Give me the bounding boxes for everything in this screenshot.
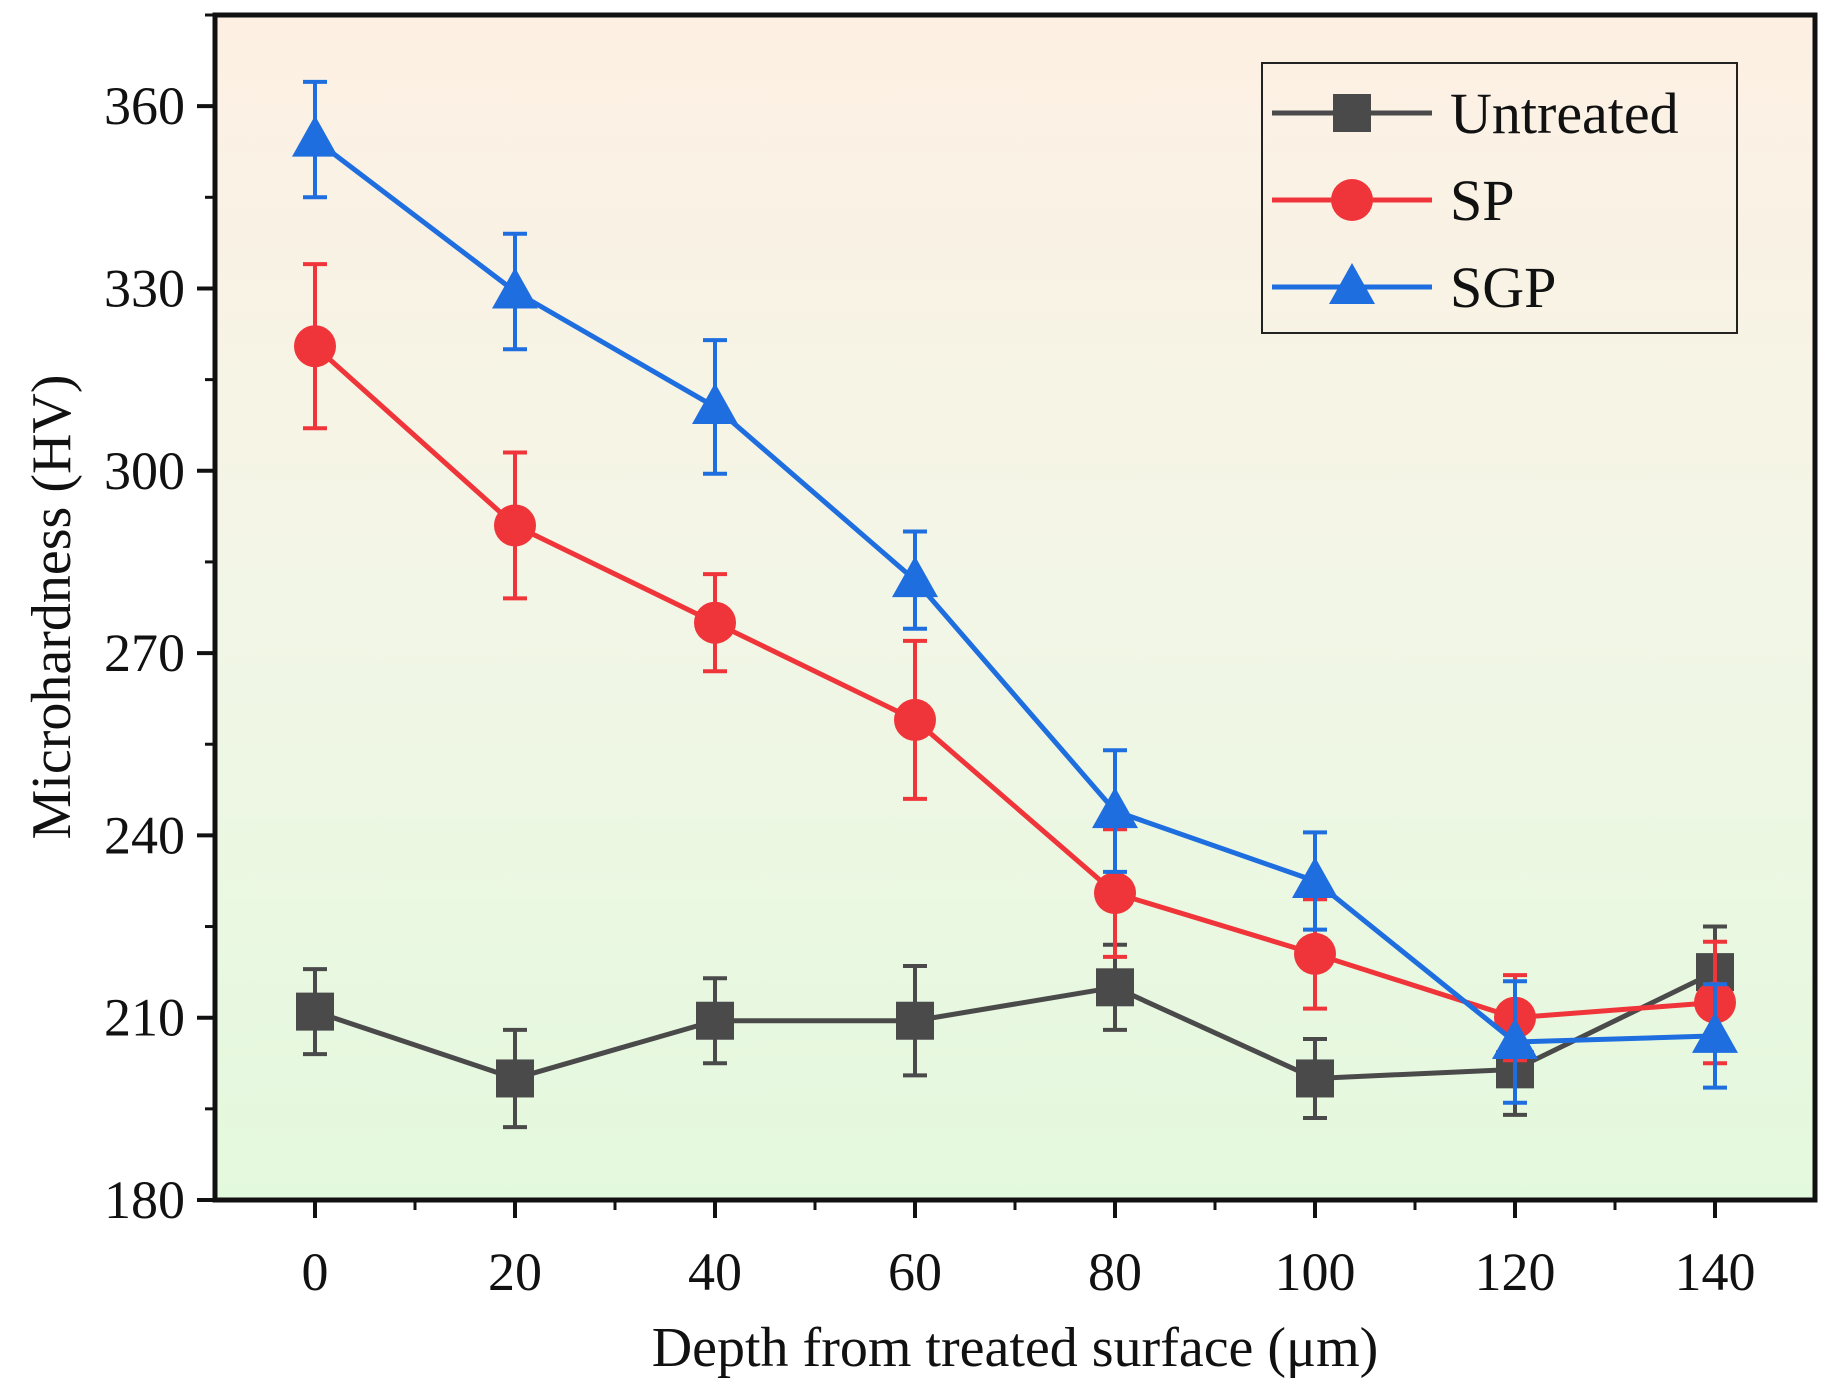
data-point-sgp — [692, 382, 738, 424]
legend-item-sp: SP — [1272, 168, 1515, 233]
x-tick-label: 20 — [488, 1242, 542, 1302]
x-tick-label: 0 — [302, 1242, 329, 1302]
data-point-sp — [294, 325, 336, 368]
legend-marker-untreated — [1333, 94, 1371, 132]
y-tick-label: 330 — [104, 258, 185, 318]
legend-item-sgp: SGP — [1272, 255, 1556, 320]
x-tick-label: 40 — [688, 1242, 742, 1302]
plot-area-frame — [212, 12, 1818, 1203]
x-tick-label: 120 — [1475, 1242, 1556, 1302]
data-point-sp — [694, 601, 736, 644]
y-axis-title: Microhardness (HV) — [21, 375, 83, 840]
legend-item-untreated: Untreated — [1272, 81, 1679, 146]
legend-marker-sp — [1331, 179, 1373, 221]
y-tick-label: 240 — [104, 805, 185, 865]
data-point-sgp — [1492, 1018, 1538, 1059]
data-point-untreated — [696, 1001, 734, 1040]
legend: Untreated SP SGP — [1261, 62, 1738, 334]
data-point-untreated — [1096, 968, 1134, 1007]
legend-label-sp: SP — [1450, 168, 1515, 233]
data-point-untreated — [496, 1059, 534, 1098]
x-tick-label: 60 — [888, 1242, 942, 1302]
y-tick-label: 210 — [104, 988, 185, 1048]
legend-marker-sgp — [1329, 263, 1375, 304]
series-line-sp — [313, 344, 1716, 1021]
series-sgp — [292, 79, 1738, 1105]
series-line-sgp — [313, 137, 1716, 1045]
y-tick-label: 270 — [104, 623, 185, 683]
x-tick-label: 140 — [1675, 1242, 1756, 1302]
y-tick-label: 360 — [104, 76, 185, 136]
plot-area-background — [215, 15, 1815, 1200]
data-point-sgp — [1292, 856, 1338, 898]
y-tick-label: 180 — [104, 1170, 185, 1230]
legend-frame — [1261, 62, 1738, 334]
data-point-sgp — [292, 115, 338, 157]
data-point-sp — [494, 504, 536, 547]
data-point-sp — [1094, 872, 1136, 915]
data-point-sp — [1294, 932, 1336, 975]
y-tick-label: 300 — [104, 441, 185, 501]
x-tick-label: 100 — [1275, 1242, 1356, 1302]
data-point-untreated — [296, 992, 334, 1031]
data-point-sgp — [892, 556, 938, 598]
series-sp — [294, 262, 1736, 1066]
legend-label-sgp: SGP — [1450, 255, 1556, 320]
x-axis-title: Depth from treated surface (μm) — [652, 1317, 1379, 1379]
data-point-sgp — [1692, 1011, 1738, 1053]
series-line-untreated — [314, 969, 1717, 1081]
data-point-sgp — [492, 267, 538, 309]
data-point-sp — [894, 698, 936, 741]
data-point-untreated — [1296, 1059, 1334, 1098]
x-tick-label: 80 — [1088, 1242, 1142, 1302]
data-point-sgp — [1092, 787, 1138, 829]
legend-label-untreated: Untreated — [1450, 81, 1679, 146]
data-point-untreated — [896, 1001, 934, 1040]
